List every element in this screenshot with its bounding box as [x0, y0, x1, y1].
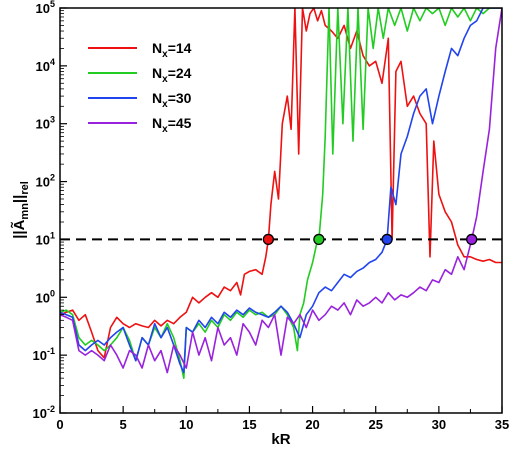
x-tick-label: 20 [305, 417, 319, 432]
x-tick-label: 5 [120, 417, 127, 432]
y-axis-title-suffix: || [11, 195, 28, 203]
y-axis-title: ||Ãmn||rel [10, 181, 31, 239]
y-axis-title-sub: mn [19, 203, 31, 220]
series-lines [60, 8, 502, 380]
y-tick-label: 103 [36, 115, 55, 132]
y-tick-label: 105 [36, 0, 55, 16]
x-tick-label: 35 [495, 417, 509, 432]
y-axis-title-suffix-sub: rel [19, 181, 31, 194]
series-line [60, 8, 502, 359]
x-tick-label: 25 [368, 417, 382, 432]
threshold-markers [262, 233, 478, 246]
series-line [60, 8, 502, 374]
threshold-marker [262, 233, 275, 246]
x-tick-label: 0 [56, 417, 63, 432]
x-axis-title: kR [271, 431, 290, 448]
y-tick-label: 100 [36, 288, 55, 305]
y-tick-label: 10-1 [33, 346, 55, 363]
legend-label: Nx=30 [152, 90, 192, 110]
threshold-marker [313, 233, 325, 246]
x-tick-label: 15 [242, 417, 256, 432]
x-axis-ticks: 0 5 10 15 20 25 30 35 [56, 406, 509, 432]
x-tick-label: 30 [432, 417, 446, 432]
legend-label: Nx=14 [152, 40, 192, 60]
y-axis-ticks: 10-2 10-1 100 101 102 103 104 105 [33, 0, 67, 421]
y-axis-title-main: ||Ã [10, 219, 28, 238]
y-tick-label: 10-2 [33, 404, 55, 421]
series-line [60, 8, 502, 374]
legend-label: Nx=24 [152, 65, 192, 85]
legend-label: Nx=45 [152, 115, 192, 135]
legend: Nx=14 Nx=24 Nx=30 Nx=45 [88, 40, 192, 135]
y-tick-label: 102 [36, 173, 55, 190]
threshold-marker [381, 233, 393, 246]
x-tick-label: 10 [179, 417, 193, 432]
y-tick-label: 101 [36, 230, 55, 247]
threshold-marker [466, 233, 478, 246]
y-tick-label: 104 [36, 57, 55, 74]
